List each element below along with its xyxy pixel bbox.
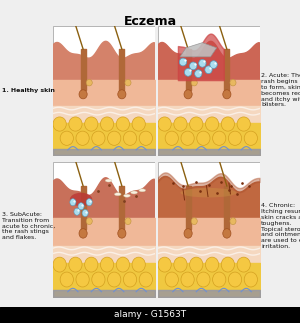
Ellipse shape bbox=[174, 117, 187, 131]
Ellipse shape bbox=[197, 131, 210, 145]
Ellipse shape bbox=[70, 193, 92, 206]
Ellipse shape bbox=[230, 218, 236, 224]
Ellipse shape bbox=[139, 189, 146, 192]
Ellipse shape bbox=[105, 179, 112, 182]
Ellipse shape bbox=[184, 229, 192, 238]
Polygon shape bbox=[52, 41, 154, 80]
Ellipse shape bbox=[78, 203, 84, 210]
Ellipse shape bbox=[92, 131, 105, 145]
Ellipse shape bbox=[244, 131, 257, 145]
Ellipse shape bbox=[123, 272, 137, 287]
Ellipse shape bbox=[76, 131, 89, 145]
Ellipse shape bbox=[60, 131, 74, 145]
Ellipse shape bbox=[115, 193, 121, 196]
Ellipse shape bbox=[179, 58, 187, 66]
Ellipse shape bbox=[158, 117, 171, 131]
Polygon shape bbox=[52, 178, 154, 218]
Ellipse shape bbox=[69, 257, 82, 272]
Ellipse shape bbox=[53, 117, 66, 131]
Ellipse shape bbox=[228, 272, 242, 287]
Ellipse shape bbox=[116, 117, 130, 131]
Polygon shape bbox=[158, 41, 260, 80]
Ellipse shape bbox=[70, 199, 76, 206]
Ellipse shape bbox=[108, 272, 121, 287]
Ellipse shape bbox=[158, 257, 171, 272]
Ellipse shape bbox=[86, 218, 92, 224]
Ellipse shape bbox=[206, 257, 219, 272]
Ellipse shape bbox=[228, 131, 242, 145]
Ellipse shape bbox=[85, 257, 98, 272]
Polygon shape bbox=[180, 43, 217, 57]
Ellipse shape bbox=[124, 194, 130, 197]
Ellipse shape bbox=[125, 218, 131, 224]
Ellipse shape bbox=[86, 79, 92, 86]
Text: 2. Acute: The
rash begins
to form, skin
becomes red
and itchy with
blisters.: 2. Acute: The rash begins to form, skin … bbox=[261, 73, 300, 108]
Ellipse shape bbox=[165, 131, 178, 145]
Ellipse shape bbox=[190, 62, 197, 70]
Ellipse shape bbox=[223, 90, 231, 99]
Ellipse shape bbox=[190, 117, 203, 131]
Ellipse shape bbox=[125, 79, 131, 86]
Ellipse shape bbox=[184, 90, 192, 99]
Text: alamy - G1563T: alamy - G1563T bbox=[114, 310, 186, 319]
Ellipse shape bbox=[100, 257, 114, 272]
Text: 4. Chronic:
Itching resumes,
skin cracks and
toughens.
Topical steroids
and oint: 4. Chronic: Itching resumes, skin cracks… bbox=[261, 203, 300, 249]
Ellipse shape bbox=[131, 191, 137, 194]
Ellipse shape bbox=[86, 199, 92, 206]
Ellipse shape bbox=[181, 188, 237, 197]
Ellipse shape bbox=[79, 90, 87, 99]
Ellipse shape bbox=[116, 257, 130, 272]
Ellipse shape bbox=[139, 272, 152, 287]
Ellipse shape bbox=[205, 66, 212, 74]
Ellipse shape bbox=[108, 131, 121, 145]
Ellipse shape bbox=[213, 272, 226, 287]
Ellipse shape bbox=[190, 257, 203, 272]
Ellipse shape bbox=[213, 131, 226, 145]
Ellipse shape bbox=[199, 59, 206, 67]
Ellipse shape bbox=[85, 117, 98, 131]
Ellipse shape bbox=[165, 272, 178, 287]
Polygon shape bbox=[158, 176, 260, 218]
Ellipse shape bbox=[92, 272, 105, 287]
Ellipse shape bbox=[221, 117, 235, 131]
Ellipse shape bbox=[223, 229, 231, 238]
Ellipse shape bbox=[195, 70, 202, 78]
Ellipse shape bbox=[139, 131, 152, 145]
Ellipse shape bbox=[221, 257, 235, 272]
Ellipse shape bbox=[184, 68, 192, 76]
Ellipse shape bbox=[118, 229, 126, 238]
Text: 1. Healthy skin: 1. Healthy skin bbox=[2, 88, 54, 93]
Ellipse shape bbox=[210, 61, 217, 68]
Ellipse shape bbox=[118, 90, 126, 99]
Ellipse shape bbox=[181, 131, 194, 145]
Ellipse shape bbox=[237, 257, 250, 272]
Ellipse shape bbox=[191, 79, 197, 86]
Ellipse shape bbox=[100, 117, 114, 131]
Ellipse shape bbox=[132, 257, 145, 272]
Ellipse shape bbox=[79, 229, 87, 238]
Ellipse shape bbox=[230, 79, 236, 86]
Ellipse shape bbox=[191, 218, 197, 224]
Ellipse shape bbox=[82, 210, 88, 217]
Ellipse shape bbox=[174, 257, 187, 272]
Ellipse shape bbox=[123, 131, 137, 145]
Ellipse shape bbox=[197, 272, 210, 287]
Ellipse shape bbox=[244, 272, 257, 287]
Ellipse shape bbox=[237, 117, 250, 131]
Ellipse shape bbox=[206, 117, 219, 131]
Ellipse shape bbox=[60, 272, 74, 287]
Ellipse shape bbox=[74, 208, 80, 215]
Ellipse shape bbox=[76, 272, 89, 287]
Text: 3. SubAcute:
Transition from
acute to chronic,
the rash stings
and flakes.: 3. SubAcute: Transition from acute to ch… bbox=[2, 212, 55, 240]
Ellipse shape bbox=[69, 117, 82, 131]
Ellipse shape bbox=[132, 117, 145, 131]
Text: Eczema: Eczema bbox=[123, 15, 177, 27]
Ellipse shape bbox=[181, 272, 194, 287]
Ellipse shape bbox=[53, 257, 66, 272]
